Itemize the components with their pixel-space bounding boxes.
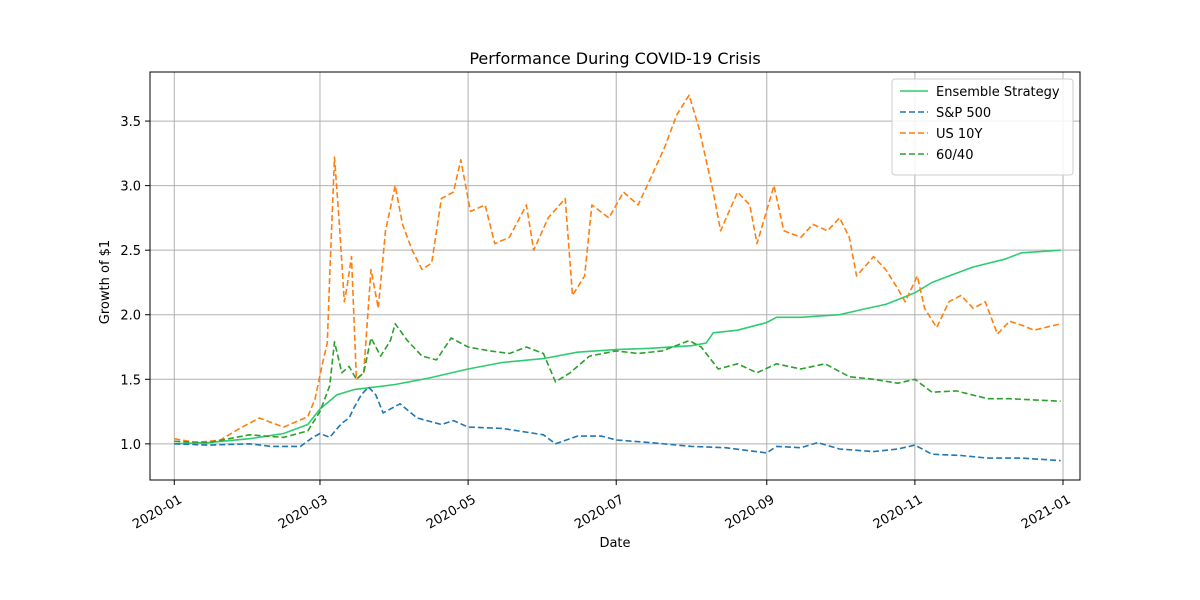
x-axis-title: Date xyxy=(599,536,630,551)
y-tick-label: 2.0 xyxy=(120,309,141,324)
y-tick-label: 3.5 xyxy=(120,115,141,130)
legend: Ensemble Strategy S&P 500 US 10Y 60/40 xyxy=(891,78,1074,176)
series-line xyxy=(174,94,1061,444)
series-line xyxy=(174,386,1061,462)
legend-label: 60/40 xyxy=(936,148,973,163)
y-tick-label: 1.0 xyxy=(120,438,141,453)
y-tick-label: 1.5 xyxy=(120,373,141,388)
legend-label: Ensemble Strategy xyxy=(936,85,1060,100)
plot-lines xyxy=(174,94,1061,462)
chart-title: Performance During COVID-19 Crisis xyxy=(469,49,760,68)
series-line xyxy=(174,249,1061,445)
series-line xyxy=(174,323,1061,444)
y-axis-title: Growth of $1 xyxy=(98,240,113,324)
y-tick-label: 3.0 xyxy=(120,180,141,195)
legend-label: US 10Y xyxy=(936,127,982,142)
y-tick-label: 2.5 xyxy=(120,244,141,259)
legend-box xyxy=(891,78,1074,176)
axes-frame xyxy=(149,71,1081,481)
legend-label: S&P 500 xyxy=(936,106,991,121)
